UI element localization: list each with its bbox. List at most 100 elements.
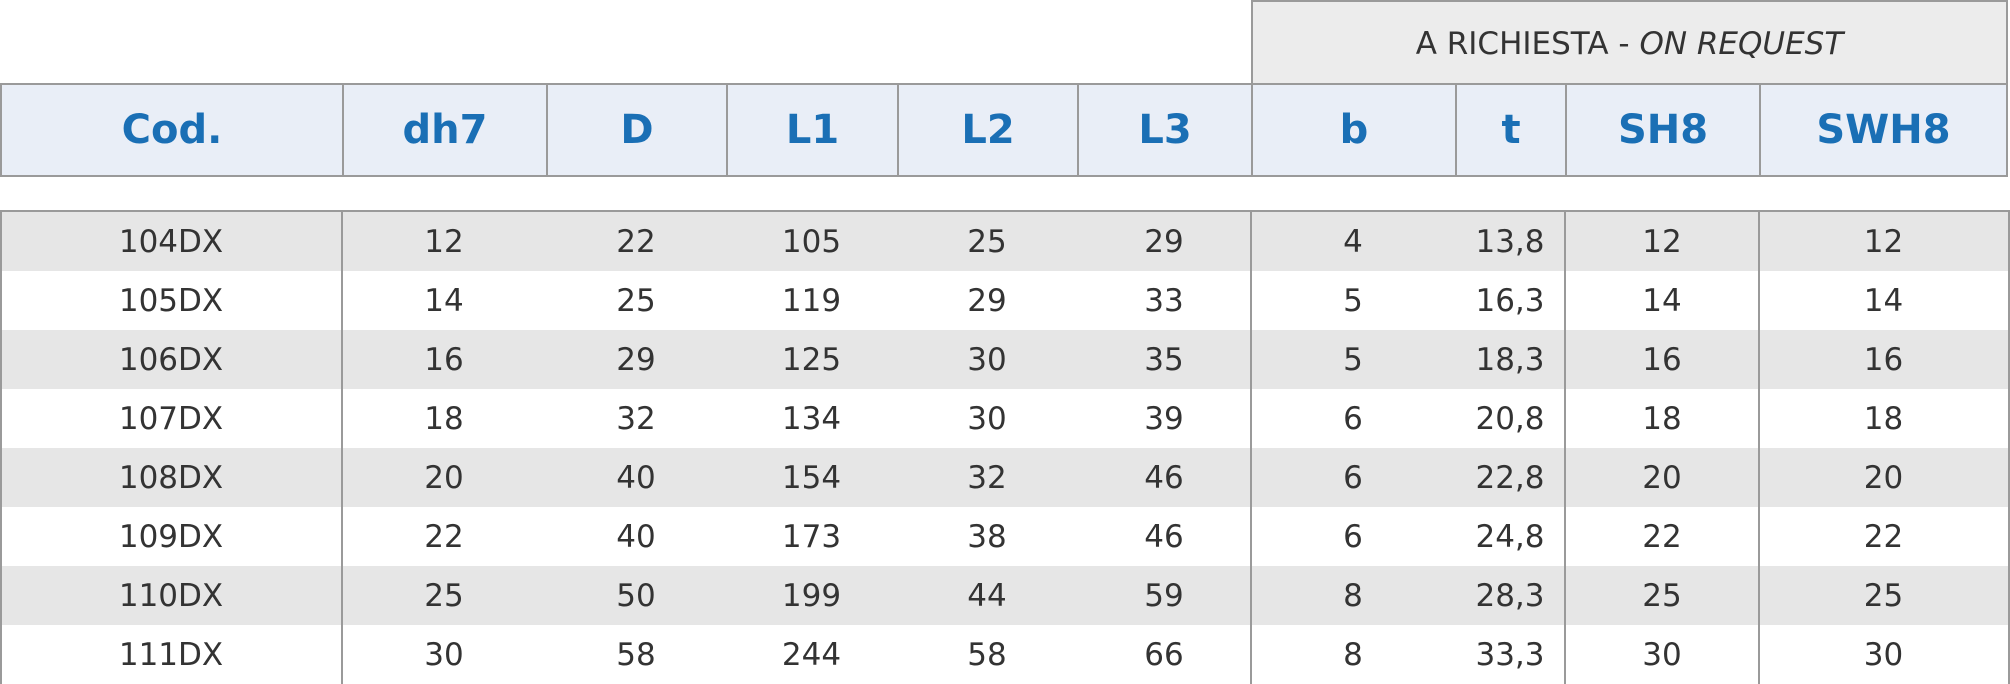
table-cell: 13,8 — [1475, 223, 1545, 260]
table-cell: 14 — [1863, 282, 1904, 319]
table-cell: 24,8 — [1475, 518, 1545, 555]
row-background — [2, 389, 2008, 448]
table-cell: 20 — [424, 459, 464, 496]
table-cell: 22 — [424, 518, 464, 555]
header-cell: dh7 — [342, 83, 548, 177]
table-cell: 134 — [781, 400, 842, 437]
table-cell: 105DX — [118, 282, 224, 319]
table-cell: 14 — [1642, 282, 1682, 319]
table-cell: 125 — [781, 341, 842, 378]
table-cell: 18 — [424, 400, 464, 437]
row-background — [2, 566, 2008, 625]
table-cell: 8 — [1343, 577, 1363, 614]
table-cell: 22 — [1642, 518, 1682, 555]
table-cell: 30 — [967, 400, 1007, 437]
table-cell: 22 — [1863, 518, 1904, 555]
row-background — [2, 330, 2008, 389]
row-background — [2, 507, 2008, 566]
table-cell: 33 — [1144, 282, 1184, 319]
table-cell: 22 — [616, 223, 656, 260]
table-cell: 109DX — [118, 518, 224, 555]
table-cell: 119 — [781, 282, 842, 319]
table-cell: 32 — [967, 459, 1007, 496]
table-cell: 106DX — [118, 341, 224, 378]
table-cell: 16 — [1863, 341, 1904, 378]
header-cell: L3 — [1077, 83, 1253, 177]
table-cell: 39 — [1144, 400, 1184, 437]
table-cell: 20 — [1863, 459, 1904, 496]
table-cell: 46 — [1144, 459, 1184, 496]
table-cell: 46 — [1144, 518, 1184, 555]
table-cell: 6 — [1343, 400, 1363, 437]
header-cell: b — [1251, 83, 1457, 177]
table-cell: 173 — [781, 518, 842, 555]
table-cell: 25 — [616, 282, 656, 319]
table-cell: 40 — [616, 518, 656, 555]
table-cell: 16 — [1642, 341, 1682, 378]
row-background — [2, 271, 2008, 330]
table-cell: 244 — [781, 636, 842, 673]
table-cell: 12 — [1863, 223, 1904, 260]
table-cell: 5 — [1343, 341, 1363, 378]
table-cell: 29 — [616, 341, 656, 378]
request-text: A RICHIESTA - — [1415, 25, 1630, 62]
table-cell: 107DX — [118, 400, 224, 437]
table-cell: 20,8 — [1475, 400, 1545, 437]
table-cell: 32 — [616, 400, 656, 437]
table-cell: 4 — [1343, 223, 1363, 260]
table-cell: 25 — [1642, 577, 1682, 614]
request-header: A RICHIESTA - ON REQUEST — [1251, 0, 2008, 85]
table-cell: 58 — [616, 636, 656, 673]
table-cell: 18 — [1863, 400, 1904, 437]
table-cell: 30 — [424, 636, 464, 673]
table-cell: 154 — [781, 459, 842, 496]
row-background — [2, 212, 2008, 271]
table-cell: 25 — [967, 223, 1007, 260]
table-cell: 16,3 — [1475, 282, 1545, 319]
table-cell: 58 — [967, 636, 1007, 673]
table-cell: 18,3 — [1475, 341, 1545, 378]
column-divider — [1250, 210, 1252, 684]
table-cell: 33,3 — [1475, 636, 1545, 673]
request-italic-text: ON REQUEST — [1639, 25, 1844, 62]
table-cell: 6 — [1343, 459, 1363, 496]
table-cell: 8 — [1343, 636, 1363, 673]
table-cell: 110DX — [118, 577, 224, 614]
column-divider — [1564, 210, 1566, 684]
table-cell: 111DX — [118, 636, 224, 673]
table-cell: 38 — [967, 518, 1007, 555]
table-cell: 29 — [1144, 223, 1184, 260]
header-cell: L2 — [897, 83, 1079, 177]
row-background — [2, 625, 2008, 684]
header-cell: Cod. — [0, 83, 344, 177]
table-cell: 12 — [1642, 223, 1682, 260]
table-cell: 108DX — [118, 459, 224, 496]
table-cell: 30 — [1642, 636, 1682, 673]
table-cell: 18 — [1642, 400, 1682, 437]
header-cell: SH8 — [1565, 83, 1761, 177]
table-cell: 25 — [1863, 577, 1904, 614]
column-divider — [341, 210, 343, 684]
table-cell: 44 — [967, 577, 1007, 614]
table-cell: 50 — [616, 577, 656, 614]
header-cell: SWH8 — [1759, 83, 2008, 177]
table-cell: 40 — [616, 459, 656, 496]
table-cell: 6 — [1343, 518, 1363, 555]
table-cell: 25 — [424, 577, 464, 614]
table-cell: 30 — [1863, 636, 1904, 673]
table-cell: 12 — [424, 223, 464, 260]
table-cell: 22,8 — [1475, 459, 1545, 496]
row-background — [2, 448, 2008, 507]
table-cell: 14 — [424, 282, 464, 319]
table-cell: 59 — [1144, 577, 1184, 614]
table-cell: 20 — [1642, 459, 1682, 496]
table-cell: 35 — [1144, 341, 1184, 378]
table-cell: 16 — [424, 341, 464, 378]
header-cell: D — [546, 83, 728, 177]
table-cell: 104DX — [118, 223, 224, 260]
column-divider — [1758, 210, 1760, 684]
table-cell: 66 — [1144, 636, 1184, 673]
table-cell: 5 — [1343, 282, 1363, 319]
table-cell: 29 — [967, 282, 1007, 319]
